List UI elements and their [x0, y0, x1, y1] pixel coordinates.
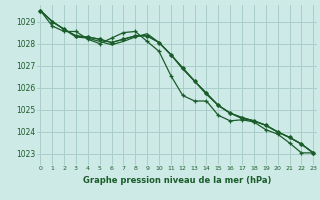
X-axis label: Graphe pression niveau de la mer (hPa): Graphe pression niveau de la mer (hPa) — [83, 176, 271, 185]
